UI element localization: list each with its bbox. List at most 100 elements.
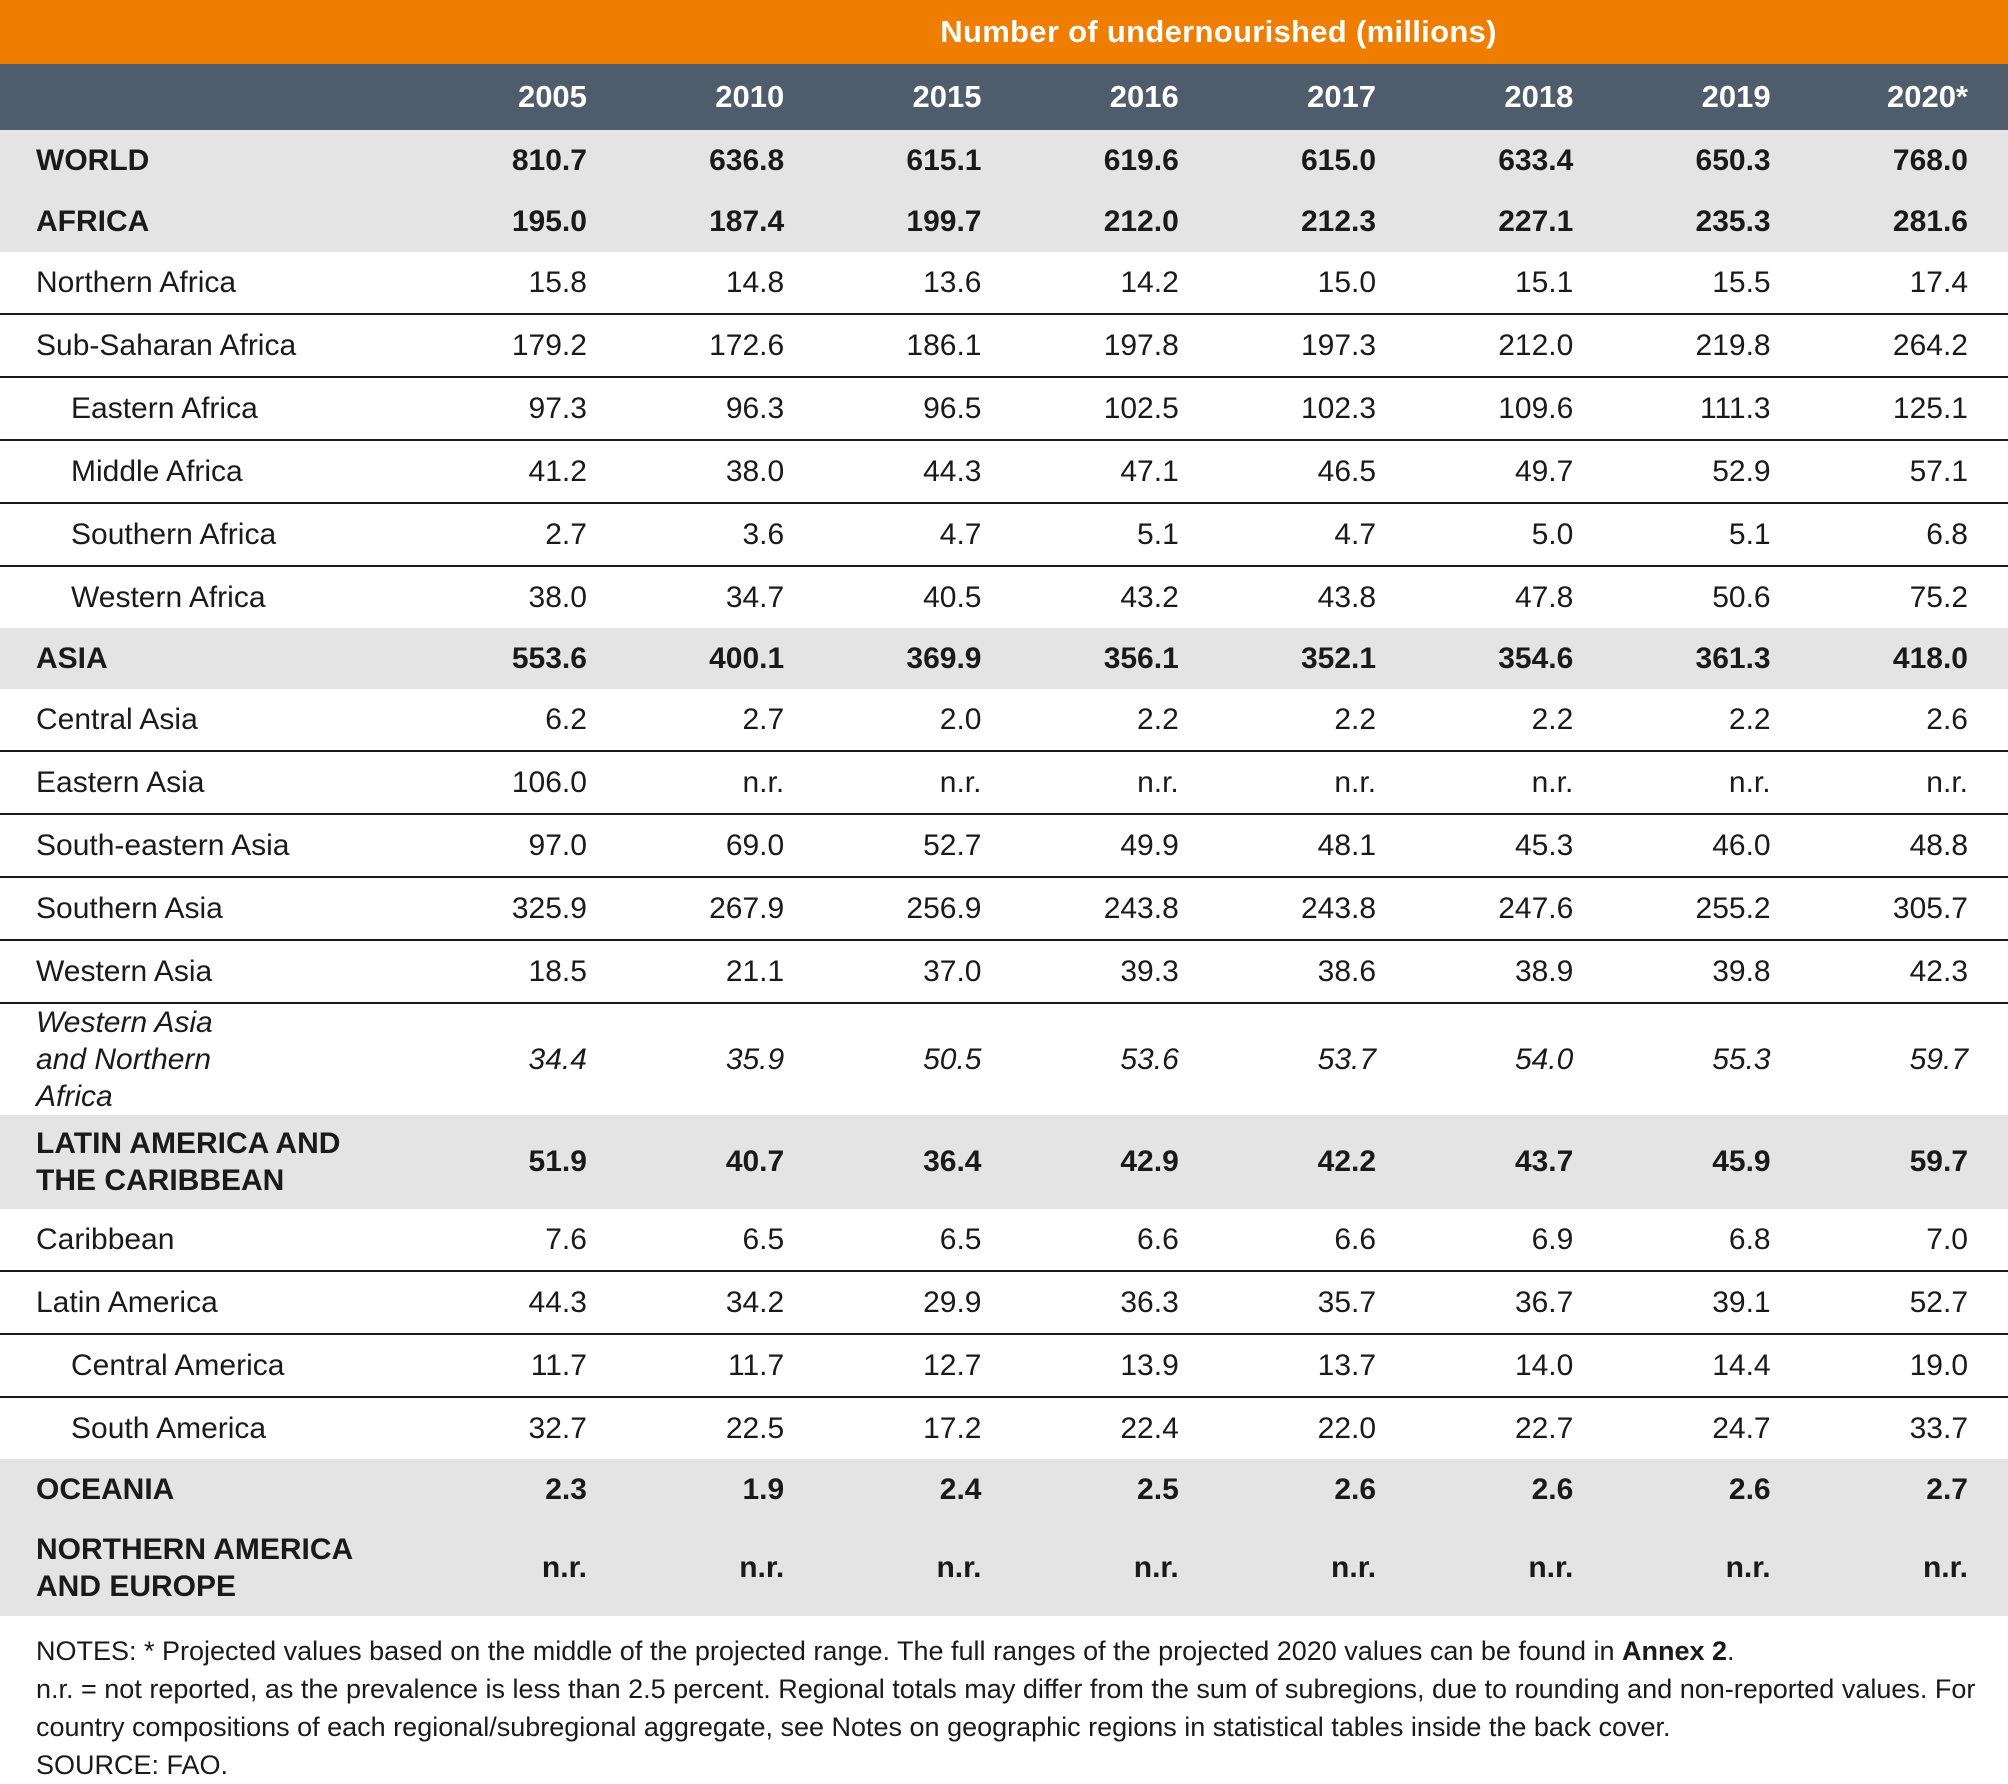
table-body: WORLD 810.7 636.8 615.1 619.6 615.0 633.4 650.3… [0,130,2008,1616]
value-cell: 109.6 [1416,377,1614,441]
row-label: Southern Africa [0,503,430,567]
value-cell: 42.2 [1218,1115,1417,1209]
row-label: Latin America [0,1271,430,1335]
row-label: Central America [0,1334,430,1398]
value-cell: 34.2 [626,1271,825,1335]
year-header: 2020* [1810,64,2008,130]
value-cell: 2.4 [824,1459,1022,1520]
value-cell: 2.5 [1021,1459,1219,1520]
value-cell: 49.7 [1416,440,1614,504]
value-cell: n.r. [1613,751,1811,815]
value-cell: 5.1 [1021,503,1219,567]
value-cell: 2.7 [626,689,825,752]
value-cell: 53.7 [1317,1042,1377,1076]
value-cell: 6.6 [1218,1209,1417,1272]
value-cell: 22.7 [1514,1411,1574,1445]
table-row: LATIN AMERICA AND THE CARIBBEAN 51.9 40.7 3… [0,1115,2008,1209]
value-cell: 650.3 [1613,130,1811,191]
value-cell: 45.9 [1613,1115,1811,1209]
value-cell: 255.2 [1613,877,1811,941]
notes-line-2: n.r. = not reported, as the prevalence i… [36,1674,1976,1742]
value-cell: 4.7 [824,503,1022,567]
value-cell: 6.8 [1613,1209,1811,1272]
table-row: Southern Africa 2.7 3.6 4.7 5.1 4.7 5.0 5.1 6.8 [0,503,2008,567]
value-cell: 24.7 [1712,1411,1771,1445]
table-row: WORLD 810.7 636.8 615.1 619.6 615.0 633.4 650.3… [0,130,2008,191]
value-cell: 4.7 [1218,503,1417,567]
value-cell: 22.5 [725,1411,785,1445]
value-cell: 2.6 [1810,689,2008,752]
table-row: OCEANIA 2.3 1.9 2.4 2.5 2.6 2.6 2.6 2.7 [0,1459,2008,1520]
value-cell: 2.3 [429,1459,627,1520]
value-cell: n.r. [824,751,1022,815]
value-cell: 21.1 [626,940,825,1004]
value-cell: 50.5 [923,1042,982,1076]
table-row: ASIA 553.6 400.1 369.9 356.1 352.1 354.6 361.3 4… [0,628,2008,689]
value-cell: 96.5 [824,377,1022,441]
value-cell: 195.0 [429,191,627,252]
value-cell: 615.1 [824,130,1022,191]
table-row: Eastern Asia 106.0 n.r. n.r. n.r. n.r. n.r. n.r… [0,751,2008,815]
value-cell: 256.9 [824,877,1022,941]
value-cell: 111.3 [1613,377,1811,441]
value-cell: 57.1 [1810,440,2008,504]
value-cell: 354.6 [1416,628,1614,689]
value-cell: n.r. [1810,1520,2008,1616]
year-header: 2019 [1613,64,1811,130]
value-cell: 46.5 [1218,440,1417,504]
value-cell: 47.8 [1514,580,1574,614]
value-cell: 264.2 [1810,314,2008,378]
value-cell: 37.0 [824,940,1022,1004]
value-cell: 22.4 [1120,1411,1179,1445]
year-header: 2016 [1021,64,1219,130]
value-cell: 187.4 [626,191,825,252]
value-cell: 97.3 [429,377,627,441]
value-cell: 69.0 [626,814,825,878]
value-cell: 34.7 [725,580,785,614]
value-cell: 36.4 [824,1115,1022,1209]
value-cell: 17.2 [923,1411,982,1445]
value-cell: 7.0 [1810,1209,2008,1272]
value-cell: 39.1 [1613,1271,1811,1335]
value-cell: 6.9 [1416,1209,1614,1272]
value-cell: 2.7 [1810,1459,2008,1520]
value-cell: n.r. [1218,751,1417,815]
value-cell: 40.7 [626,1115,825,1209]
table-row: Northern Africa 15.8 14.8 13.6 14.2 15.0 15.1 1… [0,252,2008,315]
value-cell: 54.0 [1514,1042,1574,1076]
value-cell: 42.9 [1021,1115,1219,1209]
value-cell: 2.6 [1218,1459,1417,1520]
row-label: Southern Asia [0,877,430,941]
value-cell: 553.6 [429,628,627,689]
value-cell: 59.7 [1909,1042,1968,1076]
row-label: South-eastern Asia [0,814,430,878]
table-row: Western Asia 18.5 21.1 37.0 39.3 38.6 38.9 39.8… [0,940,2008,1004]
row-label: Western Asia [0,940,430,1004]
value-cell: 615.0 [1218,130,1417,191]
row-label: Western Africa [71,581,266,614]
value-cell: 5.0 [1416,503,1614,567]
value-cell: 59.7 [1810,1115,2008,1209]
value-cell: 3.6 [626,503,825,567]
value-cell: 179.2 [429,314,627,378]
value-cell: 40.5 [923,580,982,614]
table-title: Number of undernourished (millions) [940,14,1497,49]
value-cell: 267.9 [626,877,825,941]
value-cell: 35.7 [1218,1271,1417,1335]
value-cell: 53.6 [1120,1042,1179,1076]
year-header: 2017 [1218,64,1417,130]
value-cell: 212.0 [1416,314,1614,378]
value-cell: n.r. [1810,751,2008,815]
value-cell: 52.7 [1810,1271,2008,1335]
value-cell: 46.0 [1613,814,1811,878]
row-label: South America [71,1412,267,1445]
value-cell: 400.1 [626,628,825,689]
value-cell: 6.5 [824,1209,1022,1272]
value-cell: 352.1 [1218,628,1417,689]
value-cell: 14.0 [1416,1334,1614,1398]
value-cell: n.r. [429,1520,627,1616]
value-cell: 38.0 [626,440,825,504]
value-cell: 19.0 [1810,1334,2008,1398]
value-cell: n.r. [1021,1520,1219,1616]
value-cell: 44.3 [429,1271,627,1335]
